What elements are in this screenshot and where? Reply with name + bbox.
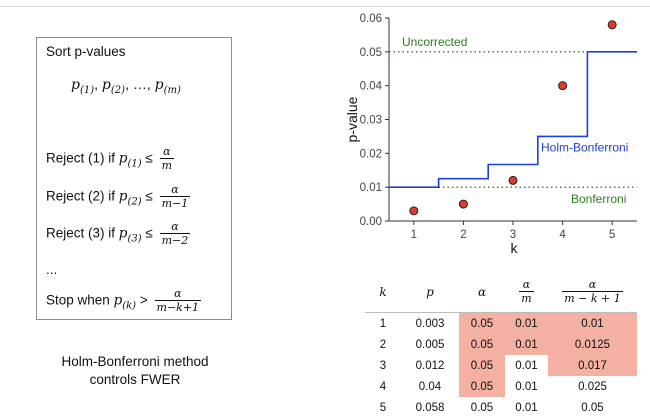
caption-line-1: Holm-Bonferroni method — [61, 354, 209, 369]
header-k: k — [379, 285, 387, 299]
uncorrected-label: Uncorrected — [402, 35, 467, 49]
y-tick-label: 0.06 — [360, 13, 382, 25]
top-divider — [0, 6, 650, 7]
p-value-chart: 0.00 0.01 0.02 0.03 0.04 0.05 0.06 1 2 3 4 5 k p-valu… — [344, 13, 637, 256]
table-cell-p: 0.012 — [415, 359, 445, 372]
header-alpha: α — [477, 285, 487, 299]
x-tick-label: 3 — [510, 229, 516, 241]
bonferroni-label: Bonferroni — [571, 192, 626, 206]
caption-line-2: controls FWER — [89, 372, 181, 387]
reject-rule-2: Reject (2) if p(2) ≤ α m−1 — [46, 183, 191, 210]
table-cell-k: 5 — [379, 401, 387, 414]
data-point — [508, 175, 518, 185]
table-row: 5 0.058 0.05 0.01 0.05 — [365, 397, 637, 418]
x-tick-label: 4 — [559, 229, 566, 241]
table-cell-a_m: 0.01 — [515, 380, 538, 393]
y-tick-label: 0.01 — [360, 182, 382, 194]
table-cell-a_m: 0.01 — [515, 359, 538, 372]
table-row: 1 0.003 0.05 0.01 0.01 — [365, 313, 637, 334]
table-cell-p: 0.04 — [418, 380, 442, 393]
header-p: p — [426, 285, 434, 299]
y-axis-label: p-value — [344, 96, 360, 142]
y-tick-label: 0.02 — [360, 148, 382, 160]
table-cell-k: 3 — [379, 359, 387, 372]
table-cell-alpha: 0.05 — [459, 355, 505, 376]
table-cell-holm: 0.0125 — [548, 334, 637, 355]
method-caption: Holm-Bonferroni method controls FWER — [30, 353, 240, 389]
table-cell-p: 0.058 — [415, 401, 445, 414]
table-cell-holm: 0.025 — [578, 380, 607, 393]
x-axis-label: k — [511, 240, 519, 256]
data-point — [558, 81, 568, 91]
continuation-dots: ... — [46, 262, 58, 277]
table-cell-k: 4 — [379, 380, 387, 393]
holm-procedure-box: Sort p-values p(1), p(2), …, p(m) Reject… — [36, 37, 232, 320]
data-point — [607, 20, 617, 30]
sort-label: Sort p-values — [46, 44, 126, 59]
data-point — [458, 199, 468, 209]
y-tick-label: 0.04 — [360, 81, 383, 93]
x-tick-label: 5 — [609, 229, 615, 241]
table-cell-alpha: 0.05 — [459, 376, 505, 397]
table-cell-alpha: 0.05 — [459, 334, 505, 355]
y-tick-label: 0.00 — [360, 216, 382, 228]
holm-bonferroni-label: Holm-Bonferroni — [541, 141, 628, 155]
table-body: 1 0.003 0.05 0.01 0.01 2 0.005 0.05 0.01 0.0125 3 0… — [365, 313, 637, 418]
table-row: 3 0.012 0.05 0.01 0.017 — [365, 355, 637, 376]
table-cell-p: 0.005 — [415, 338, 445, 351]
sorted-sequence: p(1), p(2), …, p(m) — [71, 76, 181, 96]
x-tick-label: 2 — [460, 229, 466, 241]
table-row: 4 0.04 0.05 0.01 0.025 — [365, 376, 637, 397]
holm-bonferroni-step-line — [389, 51, 637, 188]
table-cell-k: 2 — [379, 338, 387, 351]
table-cell-p: 0.003 — [415, 317, 445, 330]
table-cell-a_m: 0.01 — [505, 334, 548, 355]
table-cell-alpha: 0.05 — [470, 401, 494, 414]
table-cell-k: 1 — [379, 317, 387, 330]
stop-rule: Stop when p(k) > α m−k+1 — [46, 287, 202, 314]
y-tick-label: 0.03 — [360, 115, 382, 127]
table-cell-a_m: 0.01 — [505, 313, 548, 334]
table-cell-holm: 0.05 — [581, 401, 604, 414]
x-tick-label: 1 — [411, 229, 417, 241]
table-cell-holm: 0.01 — [548, 313, 637, 334]
table-row: 2 0.005 0.05 0.01 0.0125 — [365, 334, 637, 355]
reject-rule-3: Reject (3) if p(3) ≤ α m−2 — [46, 220, 191, 247]
y-tick-label: 0.05 — [360, 47, 382, 59]
table-cell-alpha: 0.05 — [459, 313, 505, 334]
data-point — [409, 206, 419, 216]
table-cell-holm: 0.017 — [548, 355, 637, 376]
table-cell-a_m: 0.01 — [515, 401, 538, 414]
